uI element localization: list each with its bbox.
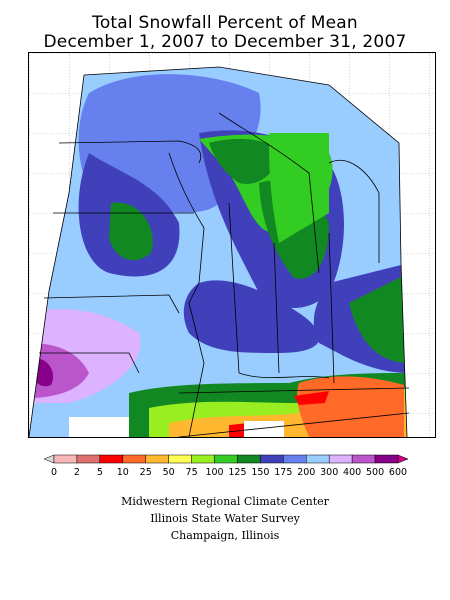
legend-swatch (145, 454, 169, 464)
snowfall-contours (29, 67, 407, 437)
legend-label: 200 (297, 467, 316, 478)
legend-label: 2 (73, 467, 80, 478)
legend-swatch (374, 454, 399, 464)
snowfall-map-svg (29, 53, 435, 437)
legend-swatch (191, 454, 215, 464)
legend-label: 175 (274, 467, 293, 478)
legend-label: 500 (365, 467, 385, 478)
legend-swatch (214, 454, 238, 464)
legend-label: 125 (228, 467, 247, 478)
legend-swatches (44, 454, 408, 464)
zone-175-illinois (183, 280, 320, 353)
map-subtitle: December 1, 2007 to December 31, 2007 (43, 32, 407, 52)
zone-150-ohio (349, 273, 407, 363)
legend-label: 300 (320, 467, 339, 478)
color-legend (44, 454, 408, 464)
legend-swatch (76, 454, 101, 464)
legend-swatch (260, 454, 284, 464)
legend-label: 600 (388, 467, 408, 478)
legend-swatch (44, 454, 55, 464)
zone-25-south (297, 376, 404, 437)
legend-label: 50 (162, 467, 175, 478)
legend-swatch (351, 454, 376, 464)
legend-swatch (283, 454, 307, 464)
zone-missing-2 (244, 421, 284, 437)
credit-line-2: Illinois State Water Survey (150, 512, 300, 525)
legend-label: 10 (116, 467, 129, 478)
map-title: Total Snowfall Percent of Mean (92, 13, 358, 33)
legend-swatch (397, 454, 408, 464)
legend-swatch (122, 454, 146, 464)
legend-label: 75 (185, 467, 198, 478)
zone-missing-1 (69, 417, 129, 437)
zone-125-lower-mich (269, 133, 329, 243)
snowfall-map (28, 52, 436, 438)
legend-swatch (237, 454, 261, 464)
legend-swatch (328, 454, 353, 464)
credit-line-3: Champaign, Illinois (170, 529, 280, 542)
credit-line-1: Midwestern Regional Climate Center (121, 495, 329, 508)
legend-label: 100 (205, 467, 224, 478)
legend-swatch (306, 454, 330, 464)
legend-label: 25 (139, 467, 152, 478)
zone-150-iowa (109, 202, 153, 261)
legend-label: 0 (50, 467, 58, 478)
legend-swatch (99, 454, 124, 464)
legend-swatch (53, 454, 78, 464)
zone-150-mich (209, 138, 284, 184)
state-boundaries (29, 66, 410, 437)
legend-swatch (168, 454, 192, 464)
legend-label: 5 (96, 467, 103, 478)
legend-label: 400 (343, 467, 362, 478)
zone-10-tenn (294, 391, 329, 405)
legend-label: 150 (251, 467, 270, 478)
